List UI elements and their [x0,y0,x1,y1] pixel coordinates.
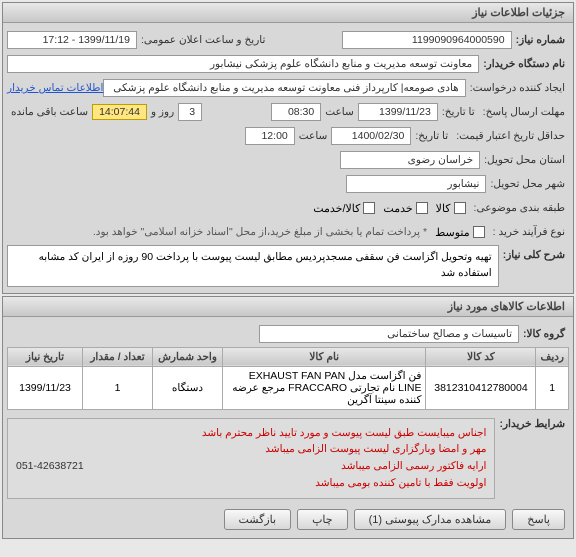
reply-until-label: تا تاریخ: [438,106,479,118]
cell-code: 3812310412780004 [426,366,536,409]
province-field: خراسان رضوی [340,151,480,169]
need-number-label: شماره نیاز: [512,34,569,46]
cell-idx: 1 [536,366,569,409]
table-header-row: ردیف کد کالا نام کالا واحد شمارش تعداد /… [8,347,569,366]
answer-button[interactable]: پاسخ [512,509,565,530]
back-button[interactable]: بازگشت [224,509,292,530]
button-row: پاسخ مشاهده مدارک پیوستی (1) چاپ بازگشت [7,505,569,534]
remain-days: 3 [178,103,202,121]
items-table: ردیف کد کالا نام کالا واحد شمارش تعداد /… [7,347,569,410]
desc-field: تهیه وتحویل اگزاست فن سقفی مسجدپردیس مطا… [7,245,499,287]
attachments-button[interactable]: مشاهده مدارک پیوستی (1) [354,509,507,530]
cell-qty: 1 [83,366,153,409]
col-unit: واحد شمارش [153,347,223,366]
condition-line: اجناس میبایست طبق لیست پیوست و مورد تایی… [16,425,486,442]
public-date-label: تاریخ و ساعت اعلان عمومی: [137,34,269,46]
process-label: نوع فرآیند خرید : [489,226,569,238]
city-label: شهر محل تحویل: [486,178,569,190]
group-field: تاسیسات و مصالح ساختمانی [259,325,519,343]
process-note: * پرداخت تمام یا بخشی از مبلغ خرید،از مح… [89,226,431,238]
creator-label: ایجاد کننده درخواست: [466,82,569,94]
conditions-box: اجناس میبایست طبق لیست پیوست و مورد تایی… [7,418,495,499]
cell-date: 1399/11/23 [8,366,83,409]
validity-until-label: تا تاریخ: [411,130,452,142]
public-date-field: 1399/11/19 - 17:12 [7,31,137,49]
col-idx: ردیف [536,347,569,366]
col-qty: تعداد / مقدار [83,347,153,366]
reply-time-label: ساعت [321,106,358,118]
remain-suffix: ساعت باقی مانده [7,106,92,118]
reply-time-field: 08:30 [271,103,321,121]
reply-label: مهلت ارسال پاسخ: [479,106,569,118]
creator-field: هادی صومعه| کارپرداز فنی معاونت توسعه مد… [103,79,465,97]
buyer-field: معاونت توسعه مدیریت و منابع دانشگاه علوم… [7,55,479,73]
col-code: کد کالا [426,347,536,366]
cat-kala-checkbox[interactable]: کالا [436,202,466,215]
validity-time-field: 12:00 [245,127,295,145]
city-field: نیشابور [346,175,486,193]
condition-line: اولویت فقط با تامین کننده بومی میباشد [16,475,486,492]
cell-name: فن اگزاست مدل EXHAUST FAN PAN LINE نام ت… [223,366,426,409]
cat-service-checkbox[interactable]: خدمت [383,202,427,215]
condition-line: ارایه فاکتور رسمی الزامی میباشد [341,458,486,475]
cell-unit: دستگاه [153,366,223,409]
print-button[interactable]: چاپ [297,509,348,530]
buyer-label: نام دستگاه خریدار: [479,58,569,70]
need-number-field: 1199090964000590 [342,31,512,49]
validity-date-field: 1400/02/30 [331,127,411,145]
col-name: نام کالا [223,347,426,366]
conditions-label: شرایط خریدار: [495,414,569,430]
condition-phone: 051-42638721 [16,458,84,475]
items-panel: اطلاعات کالاهای مورد نیاز گروه کالا: تاس… [2,296,574,539]
col-date: تاریخ نیاز [8,347,83,366]
buyer-contact-link[interactable]: اطلاعات تماس خریدار [7,82,103,94]
proc-small-checkbox[interactable]: متوسط [435,226,485,239]
province-label: استان محل تحویل: [480,154,569,166]
cat-both-checkbox[interactable]: کالا/خدمت [313,202,375,215]
remain-days-label: روز و [147,106,178,118]
group-label: گروه کالا: [519,328,569,340]
remain-time: 14:07:44 [92,104,147,120]
table-row: 1 3812310412780004 فن اگزاست مدل EXHAUST… [8,366,569,409]
validity-time-label: ساعت [295,130,332,142]
desc-label: شرح کلی نیاز: [499,245,569,261]
validity-label: حداقل تاریخ اعتبار قیمت: [452,130,569,142]
condition-line: مهر و امضا وبارگزاری لیست پیوست الزامی م… [16,441,486,458]
category-label: طبقه بندی موضوعی: [470,202,569,214]
details-panel: جزئیات اطلاعات نیاز شماره نیاز: 11990909… [2,2,574,294]
items-header: اطلاعات کالاهای مورد نیاز [3,297,573,317]
panel-title: جزئیات اطلاعات نیاز [3,3,573,23]
reply-date-field: 1399/11/23 [358,103,438,121]
